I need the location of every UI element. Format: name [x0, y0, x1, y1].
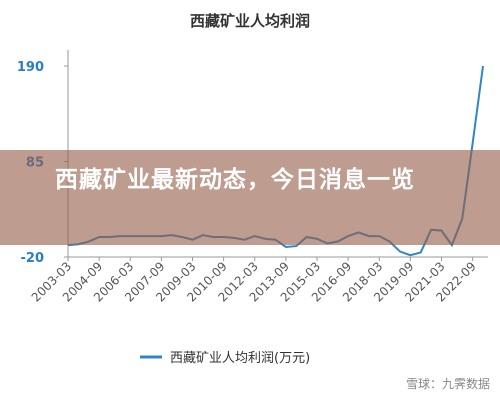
banner: 西藏矿业最新动态，今日消息一览	[0, 150, 500, 245]
banner-text: 西藏矿业最新动态，今日消息一览	[55, 167, 415, 193]
chart-title: 西藏矿业人均利润	[190, 12, 310, 30]
y-tick-label: -20	[21, 251, 45, 266]
watermark: 雪球：九霁数据	[405, 377, 490, 391]
legend-label: 西藏矿业人均利润(万元)	[170, 351, 310, 366]
y-tick-label: 190	[17, 60, 44, 75]
